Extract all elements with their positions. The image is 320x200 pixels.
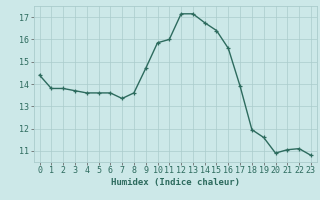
X-axis label: Humidex (Indice chaleur): Humidex (Indice chaleur) (111, 178, 240, 187)
